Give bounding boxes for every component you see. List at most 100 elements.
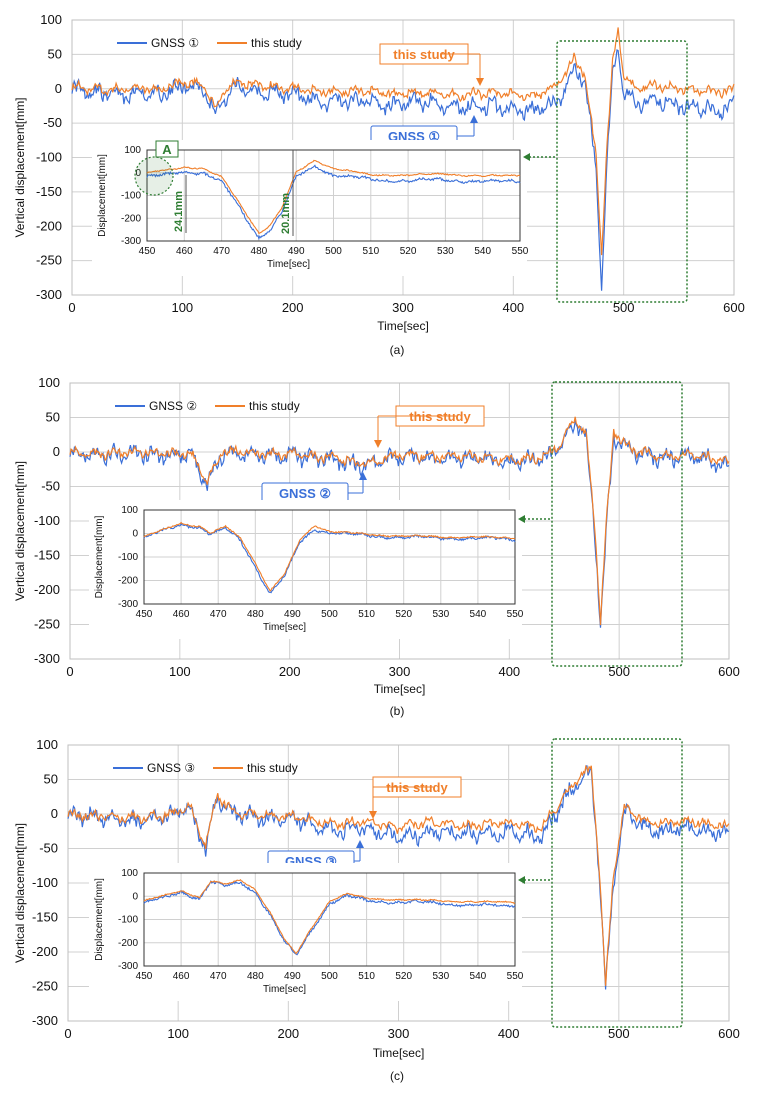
inset-y-tick-label: 100 [121, 505, 138, 516]
inset-x-tick-label: 470 [210, 609, 227, 620]
y-tick-label: -50 [43, 115, 62, 130]
y-tick-label: 0 [51, 806, 58, 821]
inset-x-tick-label: 530 [432, 971, 449, 982]
x-tick-label: 500 [608, 1026, 630, 1041]
x-tick-label: 200 [277, 1026, 299, 1041]
inset-x-tick-label: 480 [247, 971, 264, 982]
inset-x-tick-label: 500 [321, 971, 338, 982]
x-tick-label: 100 [167, 1026, 189, 1041]
legend-label-gnss: GNSS ② [149, 399, 197, 413]
series-line-this-study [67, 764, 730, 986]
inset-x-tick-label: 460 [176, 246, 193, 257]
callout-arrow-this-study [369, 811, 377, 819]
inset-series-line-this-study [143, 521, 516, 592]
inset-y-tick-label: -200 [118, 576, 138, 587]
inset-y-tick-label: -200 [121, 213, 141, 224]
inset-x-tick-label: 460 [173, 609, 190, 620]
y-tick-label: 50 [46, 410, 60, 425]
inset-background [89, 863, 522, 1001]
inset-x-tick-label: 550 [512, 246, 529, 257]
inset-y-tick-label: 0 [132, 891, 138, 902]
inset-y-tick-label: 100 [124, 145, 141, 156]
x-axis-label: Time[sec] [374, 682, 426, 696]
inset-background [92, 140, 527, 276]
panel-caption: (b) [390, 704, 405, 718]
callout-arrow-gnss [359, 472, 367, 480]
zoom-region-box [556, 40, 688, 303]
inset-x-tick-label: 500 [321, 609, 338, 620]
inset-y-tick-label: -100 [118, 915, 138, 926]
plot-frame [71, 19, 735, 296]
inset-frame [143, 509, 516, 605]
x-tick-label: 0 [68, 300, 75, 315]
inset-x-tick-label: 530 [432, 609, 449, 620]
callout-arrow-gnss [356, 840, 364, 848]
x-tick-label: 400 [502, 300, 524, 315]
inset-x-tick-label: 450 [139, 246, 156, 257]
callout-label-gnss: GNSS ② [279, 486, 331, 501]
inset-x-tick-label: 550 [507, 971, 524, 982]
x-tick-label: 0 [64, 1026, 71, 1041]
dimension-label-24: 24.1mm [173, 191, 185, 232]
inset-x-axis-label: Time[sec] [263, 984, 306, 995]
callout-arrow-this-study [476, 78, 484, 86]
x-tick-label: 400 [498, 664, 520, 679]
marker-label-a: A [162, 142, 172, 157]
legend-label-gnss: GNSS ③ [147, 761, 195, 775]
zoom-region-box [551, 381, 683, 667]
inset-background [89, 500, 522, 639]
inset-x-tick-label: 530 [437, 246, 454, 257]
y-tick-label: 50 [44, 772, 58, 787]
inset-series-line-gnss [146, 164, 521, 241]
callout-arrow-gnss [470, 115, 478, 123]
y-tick-label: -150 [36, 184, 62, 199]
inset-x-tick-label: 540 [474, 246, 491, 257]
y-tick-label: -50 [41, 479, 60, 494]
x-tick-label: 500 [613, 300, 635, 315]
inset-x-tick-label: 490 [288, 246, 305, 257]
series-line-this-study [71, 27, 735, 256]
legend-label-this-study: this study [247, 761, 298, 775]
x-tick-label: 500 [608, 664, 630, 679]
y-tick-label: -150 [34, 548, 60, 563]
y-tick-label: -100 [32, 875, 58, 890]
y-tick-label: -300 [34, 651, 60, 666]
x-tick-label: 300 [388, 1026, 410, 1041]
x-tick-label: 200 [279, 664, 301, 679]
y-tick-label: -50 [39, 841, 58, 856]
y-tick-label: -100 [36, 150, 62, 165]
inset-y-tick-label: 0 [132, 529, 138, 540]
panel-caption: (a) [390, 343, 405, 357]
y-axis-label: Vertical displacement[mm] [13, 823, 27, 963]
plot-frame [67, 744, 730, 1022]
connector-arrow [518, 515, 525, 523]
inset-x-tick-label: 520 [400, 246, 417, 257]
x-tick-label: 300 [389, 664, 411, 679]
inset-frame [143, 872, 516, 967]
y-tick-label: 100 [40, 12, 62, 27]
legend-label-this-study: this study [251, 36, 302, 50]
x-tick-label: 200 [282, 300, 304, 315]
y-tick-label: -200 [36, 218, 62, 233]
inset-y-tick-label: -300 [118, 599, 138, 610]
inset-x-tick-label: 550 [507, 609, 524, 620]
y-tick-label: 100 [38, 375, 60, 390]
inset-x-tick-label: 510 [358, 971, 375, 982]
x-tick-label: 600 [723, 300, 745, 315]
y-tick-label: -300 [36, 287, 62, 302]
x-tick-label: 400 [498, 1026, 520, 1041]
x-axis-label: Time[sec] [373, 1046, 425, 1060]
inset-x-tick-label: 480 [247, 609, 264, 620]
inset-x-tick-label: 480 [251, 246, 268, 257]
inset-series-line-this-study [143, 879, 516, 955]
x-tick-label: 100 [169, 664, 191, 679]
x-tick-label: 600 [718, 664, 740, 679]
y-tick-label: 100 [36, 737, 58, 752]
inset-x-tick-label: 540 [470, 971, 487, 982]
inset-x-axis-label: Time[sec] [267, 259, 310, 270]
